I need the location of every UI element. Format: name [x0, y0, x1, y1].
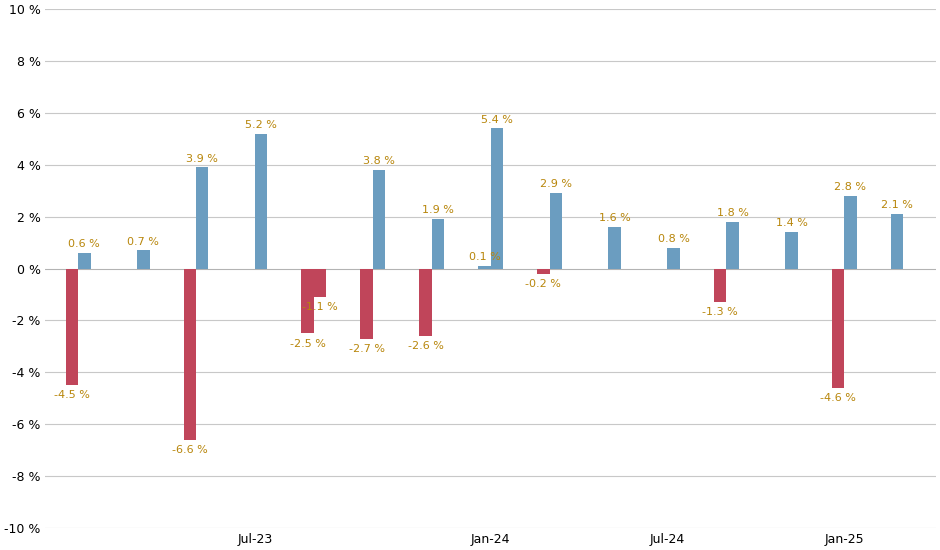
Text: 1.9 %: 1.9 %: [422, 205, 454, 216]
Text: 1.8 %: 1.8 %: [716, 208, 748, 218]
Text: -2.7 %: -2.7 %: [349, 344, 384, 354]
Bar: [183, 268, 196, 440]
Text: 0.6 %: 0.6 %: [69, 239, 101, 249]
Text: 0.1 %: 0.1 %: [468, 252, 500, 262]
Bar: [550, 194, 562, 268]
Bar: [314, 268, 326, 297]
Bar: [255, 134, 267, 268]
Bar: [373, 170, 385, 268]
Bar: [431, 219, 444, 268]
Text: -2.6 %: -2.6 %: [408, 341, 444, 351]
Bar: [196, 167, 209, 268]
Text: -1.3 %: -1.3 %: [702, 307, 738, 317]
Text: 0.8 %: 0.8 %: [658, 234, 690, 244]
Bar: [491, 129, 503, 268]
Text: 2.8 %: 2.8 %: [835, 182, 867, 192]
Text: 5.4 %: 5.4 %: [481, 114, 513, 125]
Bar: [137, 250, 149, 268]
Text: 0.7 %: 0.7 %: [127, 236, 159, 246]
Text: 1.4 %: 1.4 %: [776, 218, 807, 228]
Bar: [713, 268, 727, 302]
Bar: [537, 268, 550, 274]
Text: -4.5 %: -4.5 %: [54, 390, 90, 400]
Bar: [667, 248, 680, 268]
Bar: [478, 266, 491, 268]
Bar: [832, 268, 844, 388]
Bar: [891, 214, 903, 268]
Text: 3.8 %: 3.8 %: [363, 156, 395, 166]
Bar: [66, 268, 78, 386]
Text: 1.6 %: 1.6 %: [599, 213, 631, 223]
Bar: [608, 227, 621, 268]
Text: -0.2 %: -0.2 %: [525, 279, 561, 289]
Bar: [727, 222, 739, 268]
Text: 2.9 %: 2.9 %: [540, 179, 572, 189]
Bar: [419, 268, 431, 336]
Bar: [360, 268, 373, 339]
Text: -6.6 %: -6.6 %: [172, 445, 208, 455]
Bar: [844, 196, 856, 268]
Bar: [78, 253, 90, 268]
Bar: [302, 268, 314, 333]
Text: -4.6 %: -4.6 %: [820, 393, 856, 403]
Text: -1.1 %: -1.1 %: [302, 302, 338, 312]
Text: 5.2 %: 5.2 %: [245, 120, 277, 130]
Text: -2.5 %: -2.5 %: [290, 339, 325, 349]
Text: 3.9 %: 3.9 %: [186, 153, 218, 163]
Text: 2.1 %: 2.1 %: [881, 200, 913, 210]
Bar: [785, 232, 798, 268]
